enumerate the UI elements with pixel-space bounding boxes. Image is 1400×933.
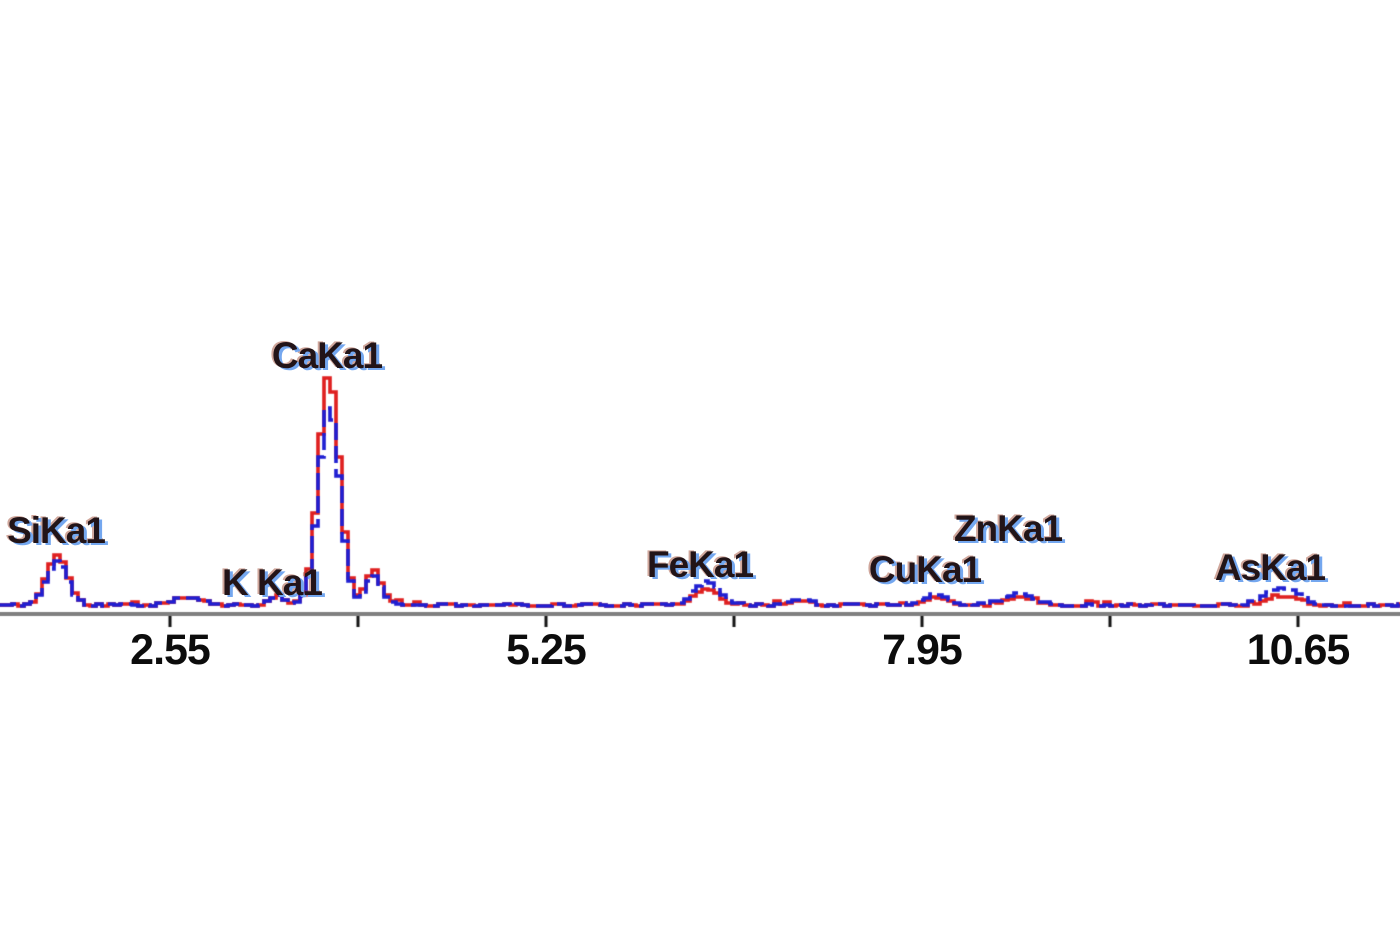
peak-label: CaKa1 — [271, 335, 383, 376]
peak-label: K Ka1 — [222, 562, 323, 603]
x-tick-label: 2.55 — [130, 626, 211, 674]
peak-label: ZnKa1 — [953, 508, 1063, 549]
x-tick-label: 7.95 — [882, 626, 963, 674]
peak-label: FeKa1 — [646, 544, 754, 585]
peak-label: AsKa1 — [1214, 547, 1326, 588]
peak-label: SiKa1 — [7, 510, 106, 551]
x-tick-label: 10.65 — [1246, 626, 1351, 674]
peak-label: CuKa1 — [868, 549, 982, 590]
x-tick-label: 5.25 — [506, 626, 587, 674]
